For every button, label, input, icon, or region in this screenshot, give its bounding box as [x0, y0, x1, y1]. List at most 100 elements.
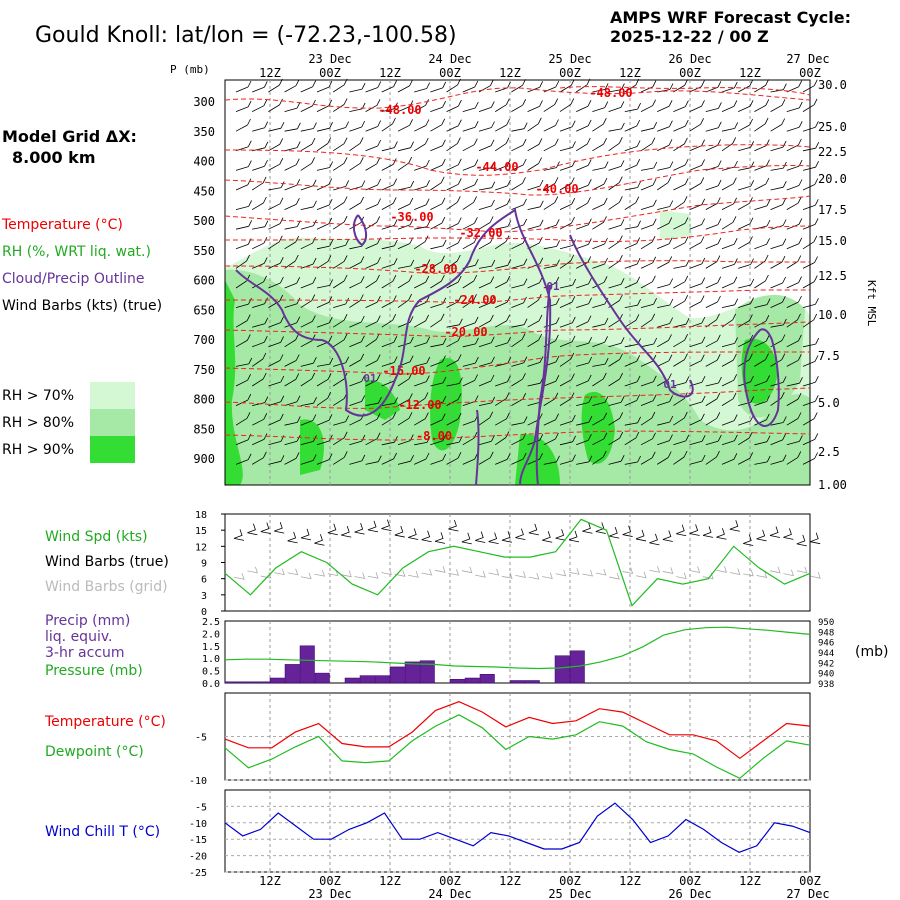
precip-bar — [524, 680, 540, 684]
wind-barb — [349, 359, 361, 367]
wind-barb — [576, 439, 589, 446]
top-hour-label: 12Z — [739, 66, 761, 80]
wind-barb-flag — [491, 181, 496, 188]
height-tick: 25.0 — [818, 120, 847, 134]
wind-barb-flag — [651, 451, 656, 458]
wind-barb — [705, 203, 718, 210]
wind-barb — [721, 304, 735, 308]
wind-barb — [640, 86, 654, 93]
wind-barb — [333, 244, 346, 250]
top-hour-label: 12Z — [259, 66, 281, 80]
wind-barb — [592, 143, 604, 152]
wind-barb-flag — [442, 453, 447, 461]
wind-barb — [656, 182, 669, 191]
wind-barb — [802, 166, 816, 171]
wind-barb-flag — [815, 121, 819, 128]
wind-barb-flag — [734, 298, 739, 305]
rh-shade-4 — [225, 280, 243, 485]
wind-barb-flag — [425, 275, 430, 283]
wind-barb — [414, 185, 427, 191]
wind-barb — [414, 281, 426, 289]
wind-barb-flag — [652, 256, 657, 263]
precip-liq-label: liq. equiv. — [45, 629, 113, 645]
wind-barb-flag — [781, 99, 786, 106]
wind-barb — [478, 402, 492, 406]
wind-barb-flag — [475, 356, 479, 364]
wind-barb — [705, 398, 718, 406]
wind-barb — [252, 165, 265, 171]
wind-barb — [592, 243, 605, 250]
wind-barb-flag — [262, 372, 267, 380]
wind-barb — [300, 321, 313, 328]
wind-barb — [300, 206, 314, 210]
precip-bar — [299, 645, 315, 684]
wind-barb — [365, 126, 378, 132]
temp-ytick: -10 — [189, 776, 207, 787]
wind-barb-grid — [783, 569, 794, 577]
wind-barb — [705, 185, 719, 191]
wind-barb — [478, 417, 490, 426]
wind-barb-flag — [491, 356, 495, 363]
wind-barb-flag — [312, 414, 317, 421]
wind-barb — [268, 322, 281, 328]
wind-barb — [332, 143, 345, 152]
wind-barb-grid — [716, 566, 727, 573]
wind-barb-flag — [668, 256, 673, 263]
wind-barb-flag — [329, 239, 334, 247]
wind-barb-flag — [653, 298, 657, 305]
wind-barb-flag — [248, 297, 252, 305]
wind-barb — [738, 284, 751, 289]
wind-barb-flag — [345, 239, 350, 246]
wind-barb-flag — [782, 454, 787, 461]
wind-barb — [397, 85, 410, 93]
precip-bar — [359, 675, 375, 684]
wind-barb-grid — [568, 568, 580, 575]
wind-barb-flag — [523, 318, 528, 325]
wind-barb — [478, 167, 492, 171]
wind-barb — [592, 222, 604, 230]
wind-barb — [608, 401, 622, 406]
wind-barb — [332, 457, 345, 465]
wind-barb — [689, 342, 703, 348]
wind-barb-flag — [653, 161, 658, 169]
wind-barb — [349, 126, 362, 132]
wind-barb — [673, 382, 687, 387]
wind-barb-flag — [556, 455, 560, 462]
wind-barb — [462, 165, 476, 171]
temperature-contour-label: -20.00 — [444, 325, 487, 339]
wind-barb-flag — [457, 178, 462, 185]
wind-barb — [592, 123, 604, 132]
wind-barb-flag — [555, 219, 560, 226]
wind-barb — [430, 182, 442, 191]
section-frame — [224, 79, 811, 486]
wind-barb-flag — [296, 277, 301, 284]
wind-barb-flag — [587, 374, 592, 382]
wind-barb-flag — [555, 375, 560, 382]
wind-barb-flag — [798, 121, 803, 128]
wind-barb-flag — [668, 139, 673, 146]
wind-barb-flag — [750, 396, 755, 403]
pressure-tick: 650 — [193, 303, 215, 317]
wind-barb-flag — [280, 181, 285, 188]
wind-barb — [737, 359, 750, 367]
wind-barb-flag — [554, 138, 559, 145]
wind-barb-flag — [653, 337, 658, 345]
wind-barb-flag — [764, 254, 769, 262]
height-tick: 5.0 — [818, 396, 840, 410]
wind-barb-flag — [523, 356, 528, 363]
temp-series-line — [224, 714, 811, 780]
wind-barb — [608, 319, 620, 328]
wind-barb — [721, 183, 734, 191]
wind-barb-flag — [474, 395, 479, 402]
wind-barb — [770, 282, 783, 289]
wind-barb-flag — [522, 393, 527, 400]
time-height-section: -48.00-48.00-44.00-40.00-36.00-32.00-28.… — [193, 78, 847, 492]
wind-barb-flag — [279, 158, 284, 165]
wind-barb-flag — [733, 353, 737, 361]
wind-barb-flag — [684, 275, 689, 282]
legend-rh: RH (%, WRT liq. wat.) — [2, 244, 151, 260]
wind-barb — [673, 417, 685, 426]
wind-barb — [770, 301, 783, 308]
wind-barb — [397, 417, 410, 426]
